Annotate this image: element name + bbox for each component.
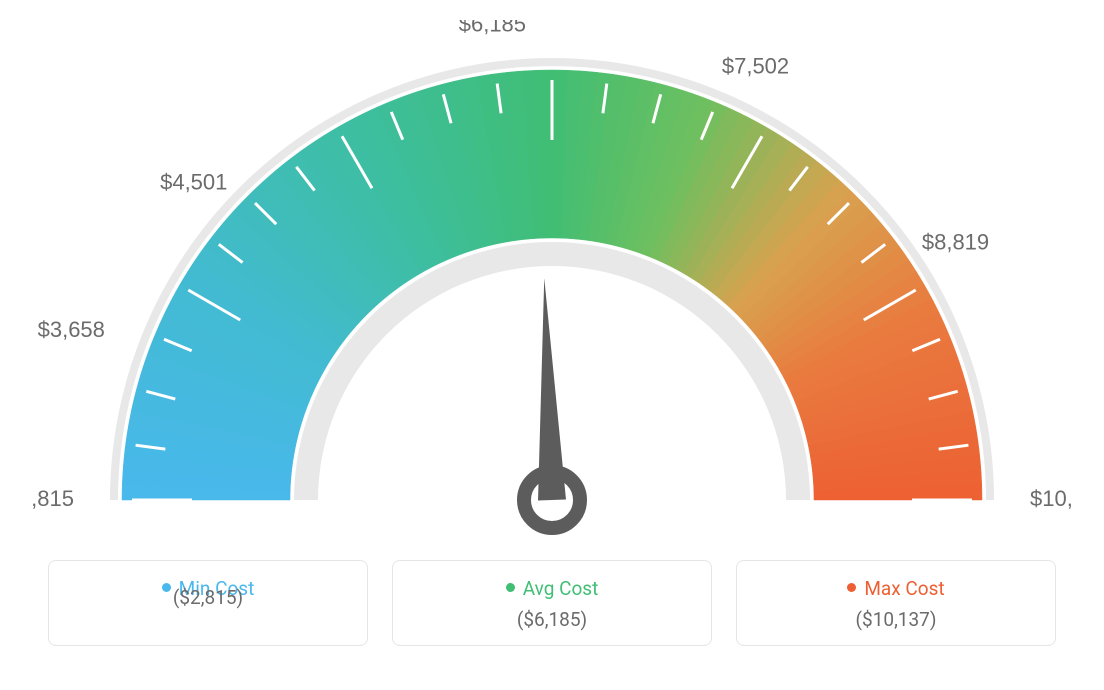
- legend-title-avg: Avg Cost: [413, 577, 691, 600]
- svg-text:$10,137: $10,137: [1030, 486, 1072, 511]
- legend-value-avg: ($6,185): [413, 608, 691, 631]
- svg-text:$2,815: $2,815: [32, 486, 74, 511]
- legend-label: Avg Cost: [523, 577, 599, 600]
- legend-card-max: Max Cost ($10,137): [736, 560, 1056, 646]
- dot-icon: [506, 583, 515, 592]
- legend-value-max: ($10,137): [757, 608, 1035, 631]
- gauge-chart: $2,815 $3,658 $4,501 $6,185 $7,502 $8,819 $10,…: [20, 20, 1084, 550]
- legend-row: Min Cost ($2,815) Avg Cost ($6,185) Max …: [20, 560, 1084, 646]
- gauge-svg: $2,815 $3,658 $4,501 $6,185 $7,502 $8,819 $10,…: [32, 20, 1072, 550]
- svg-text:$7,502: $7,502: [722, 53, 789, 78]
- svg-text:$6,185: $6,185: [459, 20, 526, 37]
- legend-card-min: Min Cost ($2,815): [48, 560, 368, 646]
- legend-value-min: ($2,815): [69, 586, 347, 609]
- legend-label: Max Cost: [864, 577, 944, 600]
- legend-title-max: Max Cost: [757, 577, 1035, 600]
- svg-text:$4,501: $4,501: [160, 170, 227, 195]
- dot-icon: [162, 583, 171, 592]
- legend-card-avg: Avg Cost ($6,185): [392, 560, 712, 646]
- svg-text:$8,819: $8,819: [922, 230, 989, 255]
- svg-text:$3,658: $3,658: [38, 317, 105, 342]
- dot-icon: [847, 583, 856, 592]
